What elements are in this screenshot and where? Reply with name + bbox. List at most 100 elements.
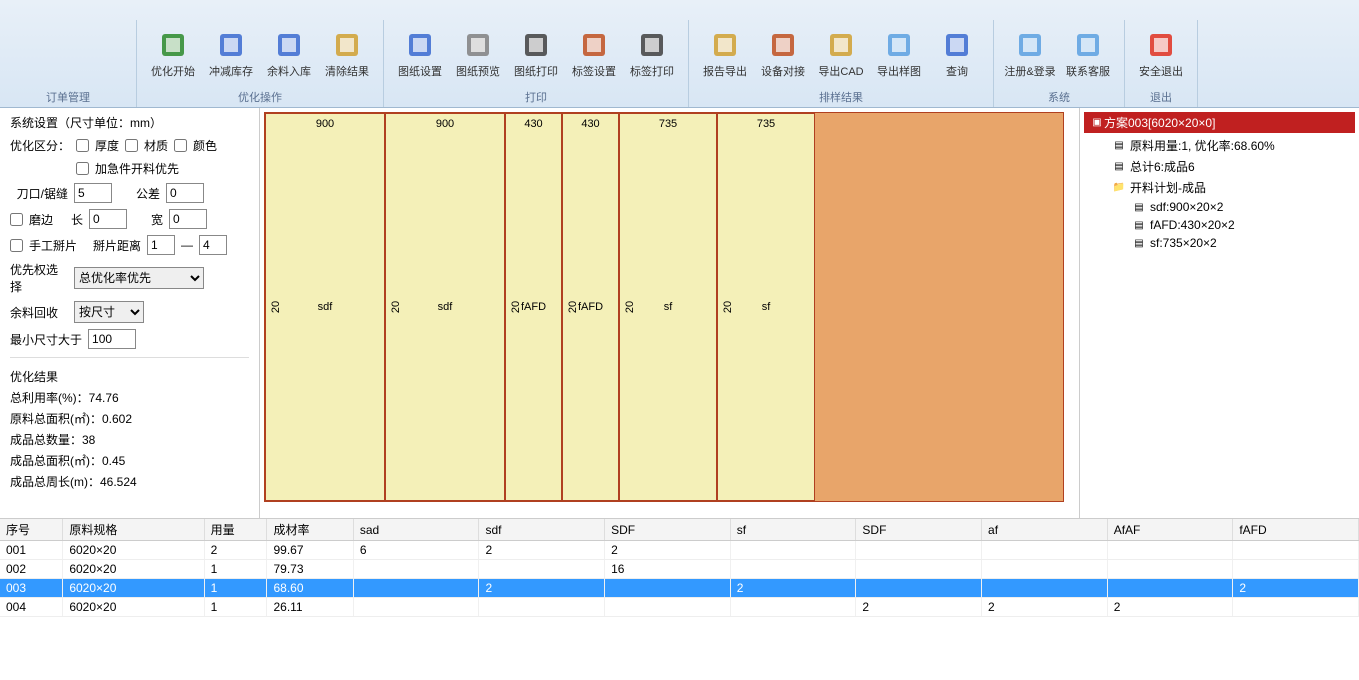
optimize-by-label: 优化区分： — [10, 137, 70, 154]
leftover-in-icon — [273, 29, 305, 61]
cb-material[interactable] — [125, 139, 138, 152]
safe-exit-button[interactable]: 安全退出 — [1133, 20, 1189, 87]
report-export-icon — [709, 29, 741, 61]
col-header[interactable]: AfAF — [1107, 519, 1233, 541]
col-header[interactable]: sad — [353, 519, 479, 541]
col-header[interactable]: af — [982, 519, 1108, 541]
col-header[interactable]: 序号 — [0, 519, 63, 541]
cb-thickness[interactable] — [76, 139, 89, 152]
cb-edge[interactable] — [10, 213, 23, 226]
kerf-label: 刀口/锯缝 — [10, 185, 68, 202]
label-print-icon — [636, 29, 668, 61]
results-table-panel: 序号原料规格用量成材率sadsdfSDFsfSDFafAfAFfAFD 0016… — [0, 518, 1359, 680]
drawing-settings-icon — [404, 29, 436, 61]
leftover-select[interactable]: 按尺寸 — [74, 301, 144, 323]
split-from-input[interactable] — [147, 235, 175, 255]
split-to-input[interactable] — [199, 235, 227, 255]
cut-piece[interactable]: 43020fAFD — [505, 113, 562, 501]
tree-node[interactable]: ▤sf:735×20×2 — [1084, 234, 1355, 252]
width-input[interactable] — [169, 209, 207, 229]
report-export-button[interactable]: 报告导出 — [697, 20, 753, 87]
settings-title: 系统设置（尺寸单位：mm） — [10, 114, 249, 131]
device-connect-button[interactable]: 设备对接 — [755, 20, 811, 87]
item-icon: ▤ — [1132, 236, 1146, 250]
drawing-preview-icon — [462, 29, 494, 61]
sheet: 90020sdf90020sdf43020fAFD43020fAFD73520s… — [264, 112, 1064, 502]
priority-select[interactable]: 总优化率优先 — [74, 267, 204, 289]
optimize-results: 优化结果 总利用率(%)：74.76原料总面积(㎡)：0.602成品总数量：38… — [10, 357, 249, 490]
optimize-start-button[interactable]: 优化开始 — [145, 20, 201, 87]
clear-results-icon — [331, 29, 363, 61]
settings-panel: 系统设置（尺寸单位：mm） 优化区分： 厚度 材质 颜色 加急件开料优先 刀口/… — [0, 108, 260, 518]
safe-exit-icon — [1145, 29, 1177, 61]
device-connect-icon — [767, 29, 799, 61]
kerf-input[interactable] — [74, 183, 112, 203]
cb-manual[interactable] — [10, 239, 23, 252]
register-login-icon — [1014, 29, 1046, 61]
col-header[interactable]: 成材率 — [267, 519, 353, 541]
flush-stock-button[interactable]: 冲减库存 — [203, 20, 259, 87]
label-print-button[interactable]: 标签打印 — [624, 20, 680, 87]
col-header[interactable]: fAFD — [1233, 519, 1359, 541]
main-area: 系统设置（尺寸单位：mm） 优化区分： 厚度 材质 颜色 加急件开料优先 刀口/… — [0, 108, 1359, 518]
drawing-settings-button[interactable]: 图纸设置 — [392, 20, 448, 87]
export-cad-button[interactable]: 导出CAD — [813, 20, 869, 87]
cb-color[interactable] — [174, 139, 187, 152]
flush-stock-icon — [215, 29, 247, 61]
leftover-in-button[interactable]: 余料入库 — [261, 20, 317, 87]
cut-piece[interactable]: 90020sdf — [265, 113, 385, 501]
contact-support-button[interactable]: 联系客服 — [1060, 20, 1116, 87]
col-header[interactable]: 用量 — [204, 519, 267, 541]
table-row[interactable]: 0026020×20179.7316 — [0, 560, 1359, 579]
item-icon: ▤ — [1132, 200, 1146, 214]
ribbon-toolbar: 订单管理优化开始冲减库存余料入库清除结果优化操作图纸设置图纸预览图纸打印标签设置… — [0, 0, 1359, 108]
tree-node[interactable]: ▤sdf:900×20×2 — [1084, 198, 1355, 216]
tree-node[interactable]: ▤原料用量:1, 优化率:68.60% — [1084, 135, 1355, 156]
scheme-icon: ▣ — [1090, 116, 1104, 130]
tree-node[interactable]: ▤fAFD:430×20×2 — [1084, 216, 1355, 234]
item-icon: ▤ — [1132, 218, 1146, 232]
result-line: 总利用率(%)：74.76 — [10, 389, 249, 406]
tolerance-label: 公差 — [136, 185, 160, 202]
contact-support-icon — [1072, 29, 1104, 61]
drawing-preview-button[interactable]: 图纸预览 — [450, 20, 506, 87]
cut-piece[interactable]: 43020fAFD — [562, 113, 619, 501]
length-input[interactable] — [89, 209, 127, 229]
table-row[interactable]: 0036020×20168.60222 — [0, 579, 1359, 598]
item-icon: ▤ — [1112, 160, 1126, 174]
export-sample-icon — [883, 29, 915, 61]
col-header[interactable]: SDF — [856, 519, 982, 541]
result-line: 成品总数量：38 — [10, 431, 249, 448]
minsize-input[interactable] — [88, 329, 136, 349]
tree-node[interactable]: 📁开料计划-成品 — [1084, 177, 1355, 198]
item-icon: ▤ — [1112, 139, 1126, 153]
table-row[interactable]: 0046020×20126.11222 — [0, 598, 1359, 617]
col-header[interactable]: SDF — [605, 519, 731, 541]
folder-icon: 📁 — [1112, 181, 1126, 195]
tree-node[interactable]: ▤总计6:成品6 — [1084, 156, 1355, 177]
cb-urgent[interactable] — [76, 162, 89, 175]
cutting-canvas: 90020sdf90020sdf43020fAFD43020fAFD73520s… — [260, 108, 1079, 518]
result-line: 成品总周长(m)：46.524 — [10, 473, 249, 490]
clear-results-button[interactable]: 清除结果 — [319, 20, 375, 87]
col-header[interactable]: 原料规格 — [63, 519, 204, 541]
col-header[interactable]: sf — [730, 519, 856, 541]
optimize-start-icon — [157, 29, 189, 61]
label-settings-icon — [578, 29, 610, 61]
table-row[interactable]: 0016020×20299.67622 — [0, 541, 1359, 560]
export-cad-icon — [825, 29, 857, 61]
query-icon — [941, 29, 973, 61]
tree-root[interactable]: ▣ 方案003[6020×20×0] — [1084, 112, 1355, 133]
export-sample-button[interactable]: 导出样图 — [871, 20, 927, 87]
cut-piece[interactable]: 73520sf — [717, 113, 815, 501]
cut-piece[interactable]: 90020sdf — [385, 113, 505, 501]
cut-piece[interactable]: 73520sf — [619, 113, 717, 501]
register-login-button[interactable]: 注册&登录 — [1002, 20, 1058, 87]
tolerance-input[interactable] — [166, 183, 204, 203]
drawing-print-button[interactable]: 图纸打印 — [508, 20, 564, 87]
col-header[interactable]: sdf — [479, 519, 605, 541]
query-button[interactable]: 查询 — [929, 20, 985, 87]
result-line: 成品总面积(㎡)：0.45 — [10, 452, 249, 469]
label-settings-button[interactable]: 标签设置 — [566, 20, 622, 87]
plan-tree: ▣ 方案003[6020×20×0] ▤原料用量:1, 优化率:68.60%▤总… — [1079, 108, 1359, 518]
